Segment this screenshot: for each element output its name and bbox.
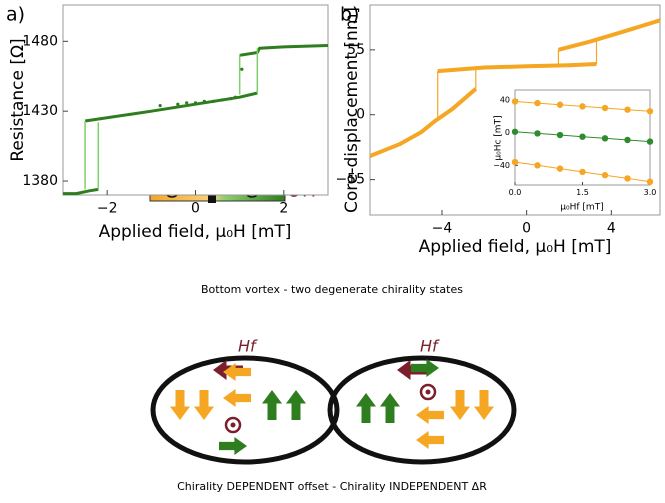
arrow [416,406,444,424]
x-tick-label: 0 [522,220,531,236]
x-tick-label: 0.0 [509,188,522,197]
x-axis-label: Applied field, μ₀H [mT] [419,237,612,257]
data-point [579,103,586,110]
data-point [624,175,631,182]
arrow [194,390,214,420]
data-point [646,178,654,185]
x-tick-label: 2 [279,200,288,216]
data-point [193,101,198,105]
data-point [240,67,244,71]
panel-label: b) [340,4,359,26]
data-point [220,98,224,102]
arrow [356,393,376,423]
data-point [624,136,631,144]
panel-label: a) [6,4,25,26]
x-tick-label: 1.5 [576,188,589,197]
vortex-disk [150,355,340,465]
x-axis-label: Applied field, μ₀H [mT] [99,222,292,242]
y-tick-label: −40 [493,161,510,170]
data-point [534,130,541,137]
data-point [601,135,609,142]
data-point [534,162,541,169]
data-point [624,106,631,113]
data-point [511,128,519,135]
y-axis-label: Core-displacement [nm] [342,7,362,213]
data-point [556,101,564,108]
data-point [176,102,180,106]
diagram-caption: Chirality DEPENDENT offset - Chirality I… [177,480,487,493]
y-axis-label: Resistance [Ω] [8,38,28,161]
data-line [84,48,259,190]
data-point [233,95,237,99]
data-point [646,108,654,115]
data-line [369,18,661,158]
arrow [170,390,190,420]
data-point [158,103,162,108]
data-point [534,99,541,107]
x-tick-label: −2 [97,200,118,216]
data-point [579,168,586,176]
arrow [223,389,251,407]
data-point [211,99,215,103]
x-tick-label: 0 [191,200,200,216]
arrow [223,363,251,381]
field-label: Hf [420,337,440,356]
y-tick-label: 1430 [22,103,58,119]
data-point [556,165,564,172]
data-point [185,101,189,105]
data-point [601,171,609,179]
vortex-core [419,383,437,401]
vortex-core-dot [425,389,431,395]
diagram-title: Bottom vortex - two degenerate chirality… [201,283,463,296]
arrow [411,359,439,377]
vortex-core [224,416,242,434]
data-point [511,158,519,166]
arrow [380,393,400,423]
y-axis-label: μ₀Hc [mT] [494,115,504,160]
core-symbols [224,383,437,434]
x-tick-label: −4 [432,220,453,236]
arrow [474,390,494,420]
y-tick-label: 1480 [22,33,58,49]
y-tick-label: 0 [505,128,510,137]
x-tick-label: 4 [607,220,616,236]
data-point [511,98,519,105]
y-tick-label: 55 [347,42,365,58]
vortex-core-dot [230,422,236,428]
vortex-disk [327,355,517,465]
data-point [229,97,233,101]
arrow [450,390,470,420]
data-line [437,39,598,121]
field-label: Hf [238,337,258,356]
y-tick-label: 0 [356,107,365,123]
y-tick-label: 40 [500,95,510,104]
data-point [579,133,586,140]
data-point [556,131,564,139]
y-tick-label: 1380 [22,173,58,189]
arrow [286,390,306,420]
y-tick-label: −55 [335,172,365,188]
arrow [262,390,282,420]
x-tick-label: 3.0 [644,188,657,197]
data-point [646,138,654,145]
plot-area [62,4,329,196]
arrow [219,437,247,455]
data-point [601,104,609,112]
arrow [416,431,444,449]
data-point [202,99,206,103]
x-axis-label: μ₀Hf [mT] [560,203,603,213]
